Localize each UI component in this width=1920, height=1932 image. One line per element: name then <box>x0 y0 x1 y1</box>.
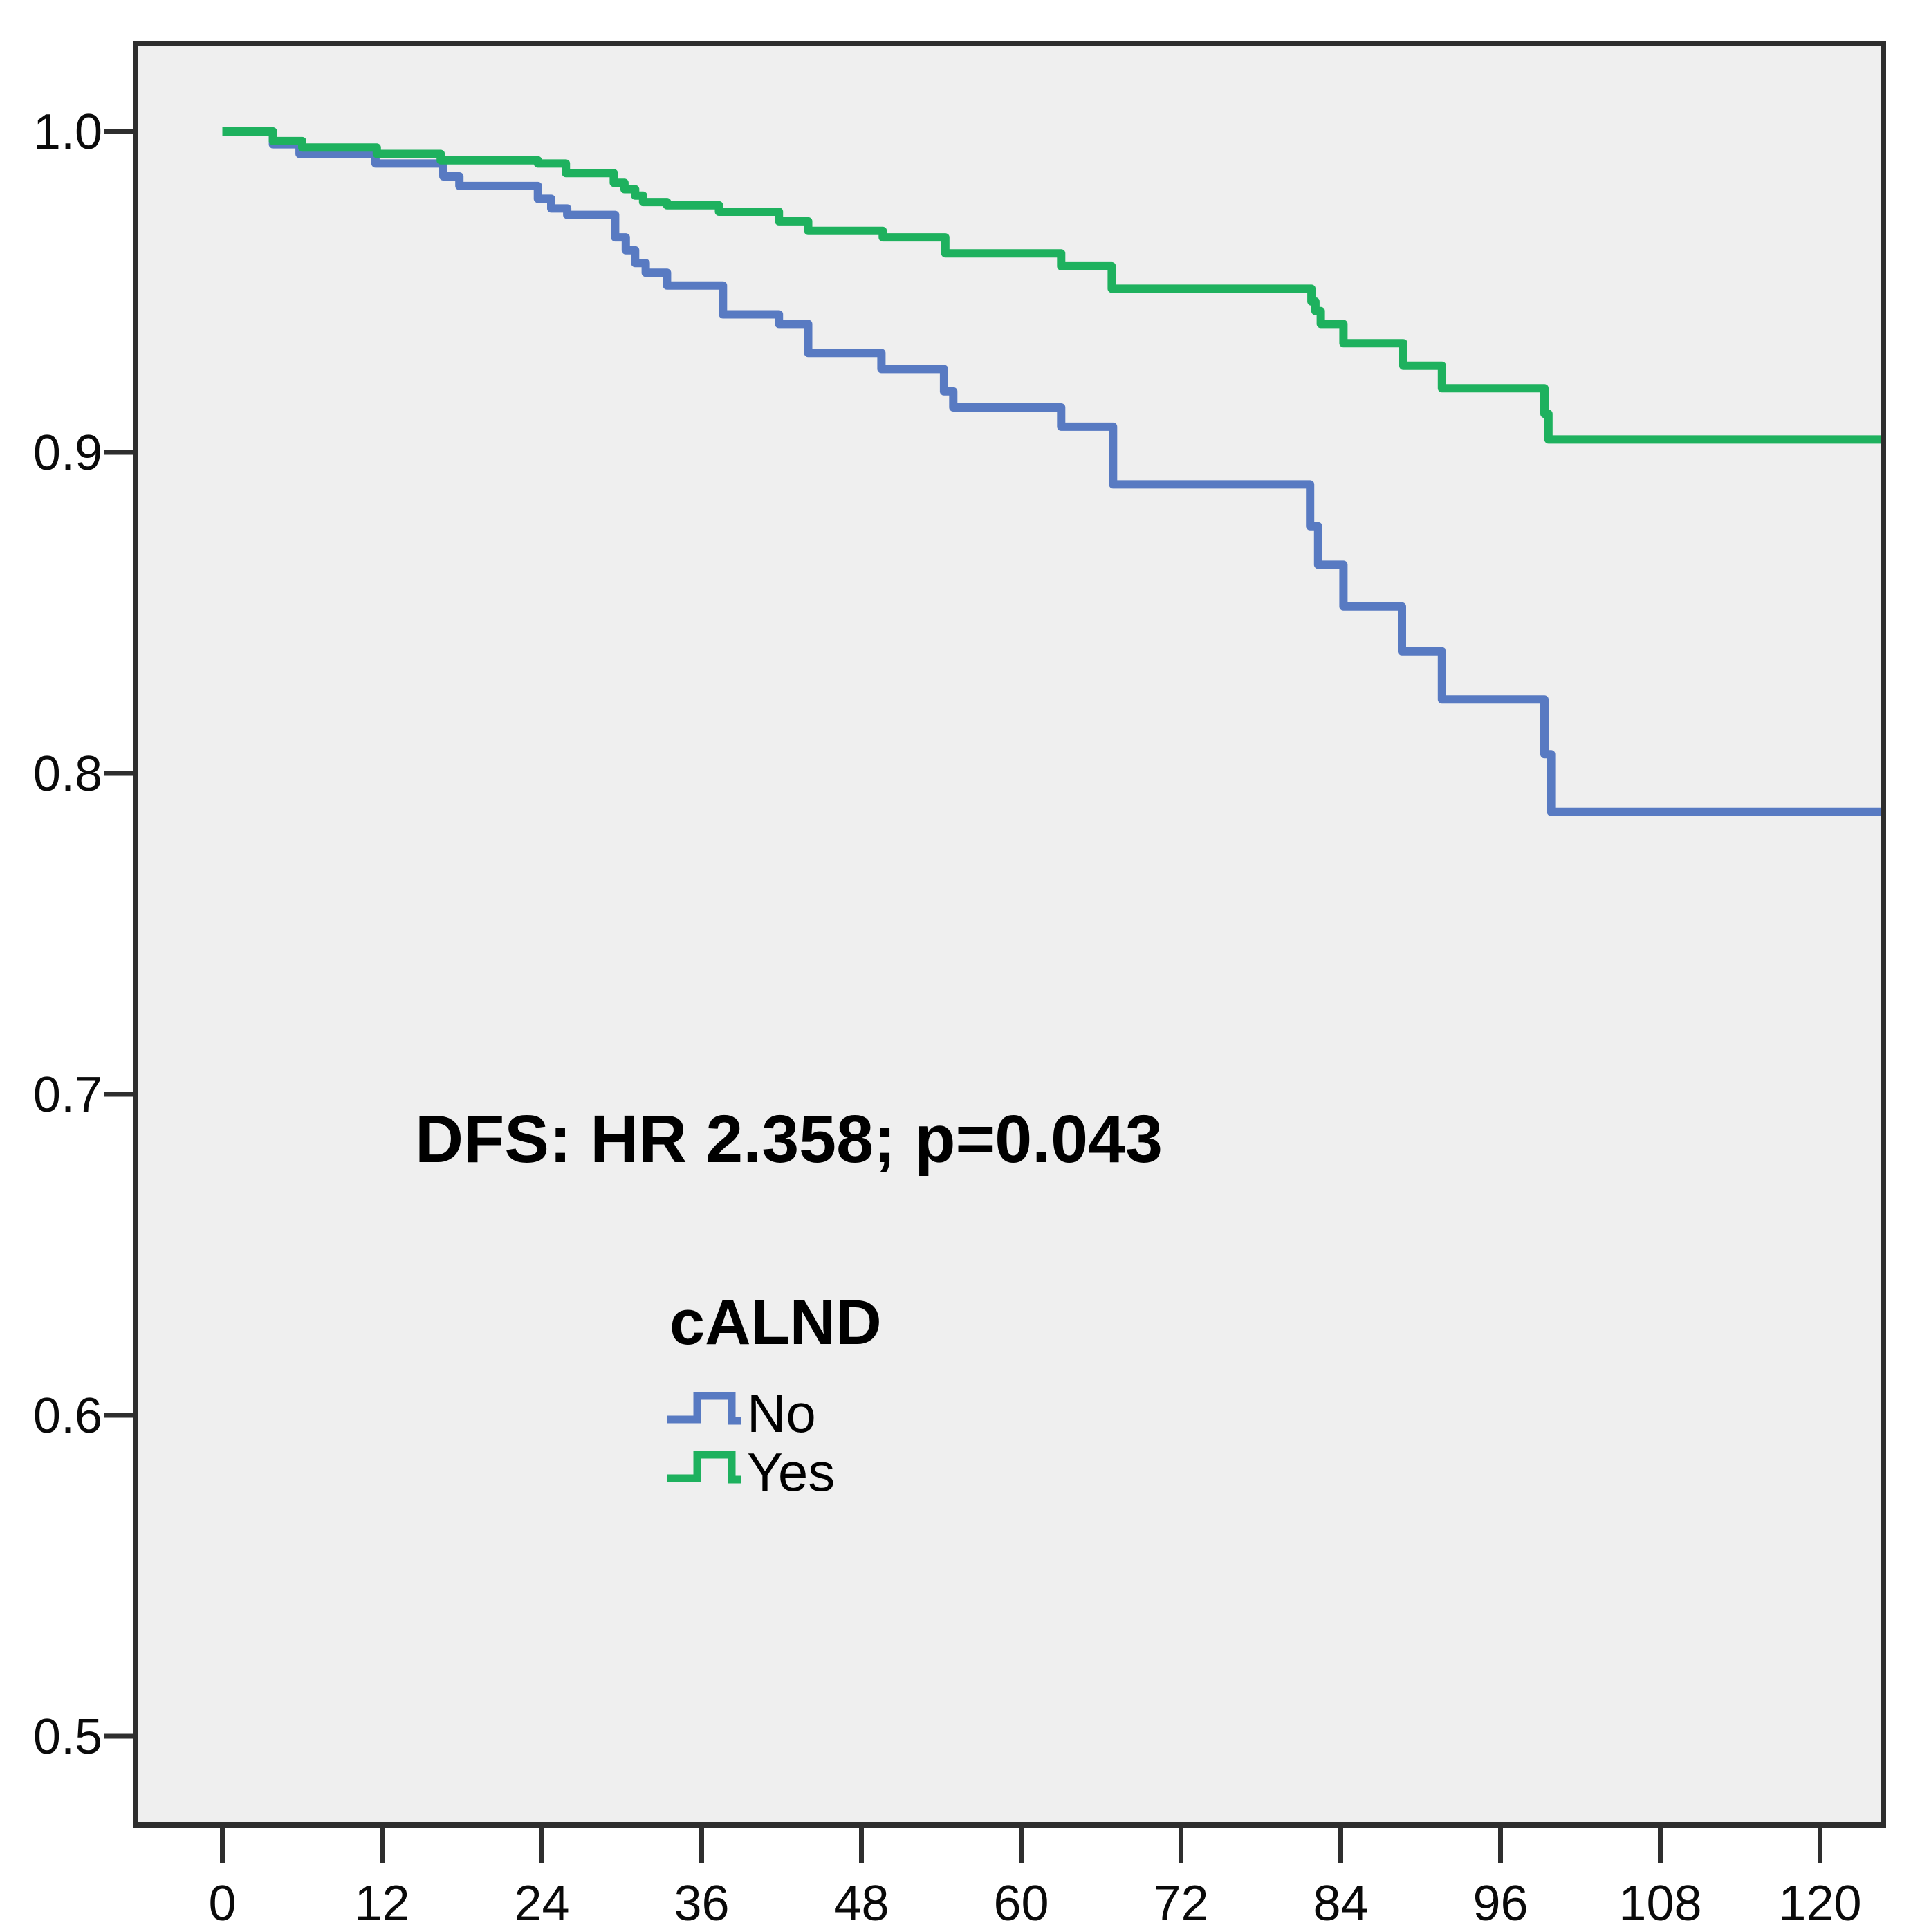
x-tick-label: 24 <box>514 1876 569 1931</box>
x-tick-label: 84 <box>1313 1876 1368 1931</box>
plot-generated-layer: 0 12 24 36 48 60 72 84 96 108 120 1.0 0.9 0.8 0.7 0.6 0.… <box>33 41 1886 1931</box>
y-tick-label: 0.7 <box>33 1067 102 1123</box>
legend-yes-step-icon <box>667 1451 741 1484</box>
x-tick-label: 96 <box>1473 1876 1528 1931</box>
legend-title: cALND <box>670 1287 882 1358</box>
annotation-hr-pvalue: DFS: HR 2.358; p=0.043 <box>415 1101 1163 1177</box>
y-tick-label: 0.6 <box>33 1388 102 1444</box>
legend-no-step-icon <box>667 1392 741 1425</box>
legend-label-no: No <box>747 1383 816 1444</box>
x-tick-label: 0 <box>208 1876 236 1931</box>
x-tick-label: 36 <box>674 1876 729 1931</box>
y-tick-label: 0.9 <box>33 425 102 481</box>
plot-area <box>136 44 1883 1825</box>
y-tick-label: 0.5 <box>33 1709 102 1765</box>
plot-frame <box>133 41 1886 1828</box>
x-tick-label: 72 <box>1153 1876 1208 1931</box>
x-tick-label: 48 <box>833 1876 889 1931</box>
x-tick-label: 60 <box>993 1876 1049 1931</box>
x-tick-label: 12 <box>354 1876 409 1931</box>
x-tick-label: 108 <box>1618 1876 1701 1931</box>
km-curve-yes <box>222 127 1883 444</box>
x-tick-label: 120 <box>1778 1876 1861 1931</box>
legend: cALND No Yes <box>667 1287 882 1502</box>
y-tick-label: 1.0 <box>33 104 102 160</box>
y-tick-label: 0.8 <box>33 746 102 802</box>
km-curve-no <box>222 127 1883 816</box>
legend-label-yes: Yes <box>747 1442 835 1502</box>
